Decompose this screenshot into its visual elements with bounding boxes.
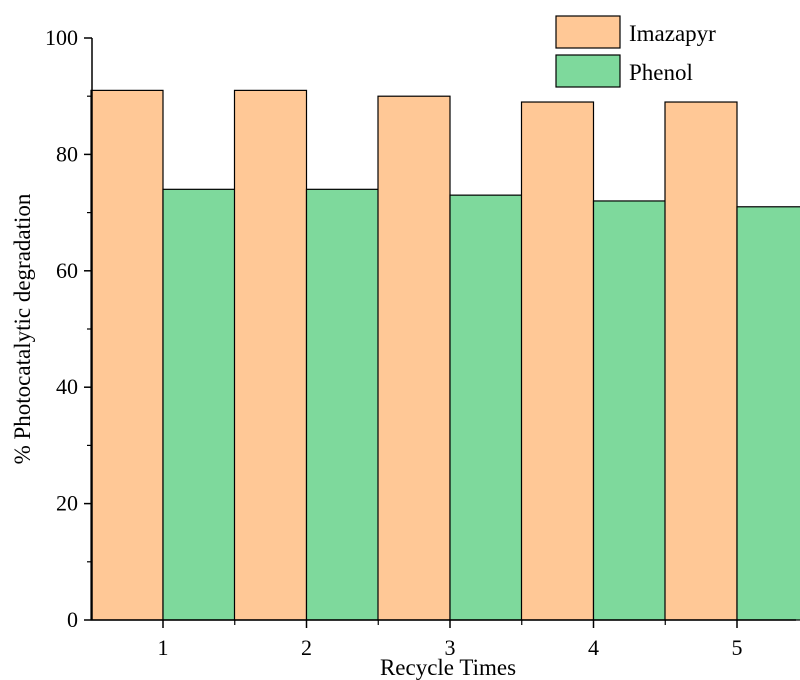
- y-axis-ticks: 0 20 40 60 80 100: [45, 25, 92, 632]
- legend-label-imazapyr: Imazapyr: [629, 21, 716, 46]
- y-tick-label: 80: [56, 141, 78, 166]
- bar-imazapyr-2: [233, 89, 308, 621]
- bar-phenol-3: [449, 194, 523, 621]
- x-tick-label: 1: [158, 635, 169, 660]
- bar-phenol-5: [736, 206, 800, 621]
- bar-phenol-2: [305, 188, 380, 621]
- bar-imazapyr-3: [377, 95, 451, 621]
- legend: Imazapyr Phenol: [555, 15, 716, 88]
- x-tick-label: 2: [301, 635, 312, 660]
- y-tick-label: 40: [56, 374, 78, 399]
- bar-imazapyr-4: [520, 101, 595, 621]
- bar-imazapyr-5: [664, 101, 738, 621]
- x-tick-label: 5: [732, 635, 743, 660]
- bar-phenol-4: [592, 200, 667, 621]
- bars-group: [90, 89, 800, 621]
- x-tick-label: 3: [445, 635, 456, 660]
- legend-swatch-imazapyr: [555, 15, 621, 49]
- y-tick-label: 0: [67, 607, 78, 632]
- legend-label-phenol: Phenol: [629, 60, 693, 85]
- x-tick-label: 4: [588, 635, 599, 660]
- y-tick-label: 20: [56, 491, 78, 516]
- legend-swatch-phenol: [555, 54, 621, 88]
- y-tick-label: 100: [45, 25, 78, 50]
- x-axis-ticks: 1 2 3 4 5: [158, 620, 743, 660]
- bar-phenol-1: [162, 188, 236, 621]
- y-tick-label: 60: [56, 258, 78, 283]
- bar-imazapyr-1: [90, 89, 164, 621]
- y-axis-title: % Photocatalytic degradation: [10, 193, 35, 464]
- x-axis-title: Recycle Times: [380, 655, 516, 680]
